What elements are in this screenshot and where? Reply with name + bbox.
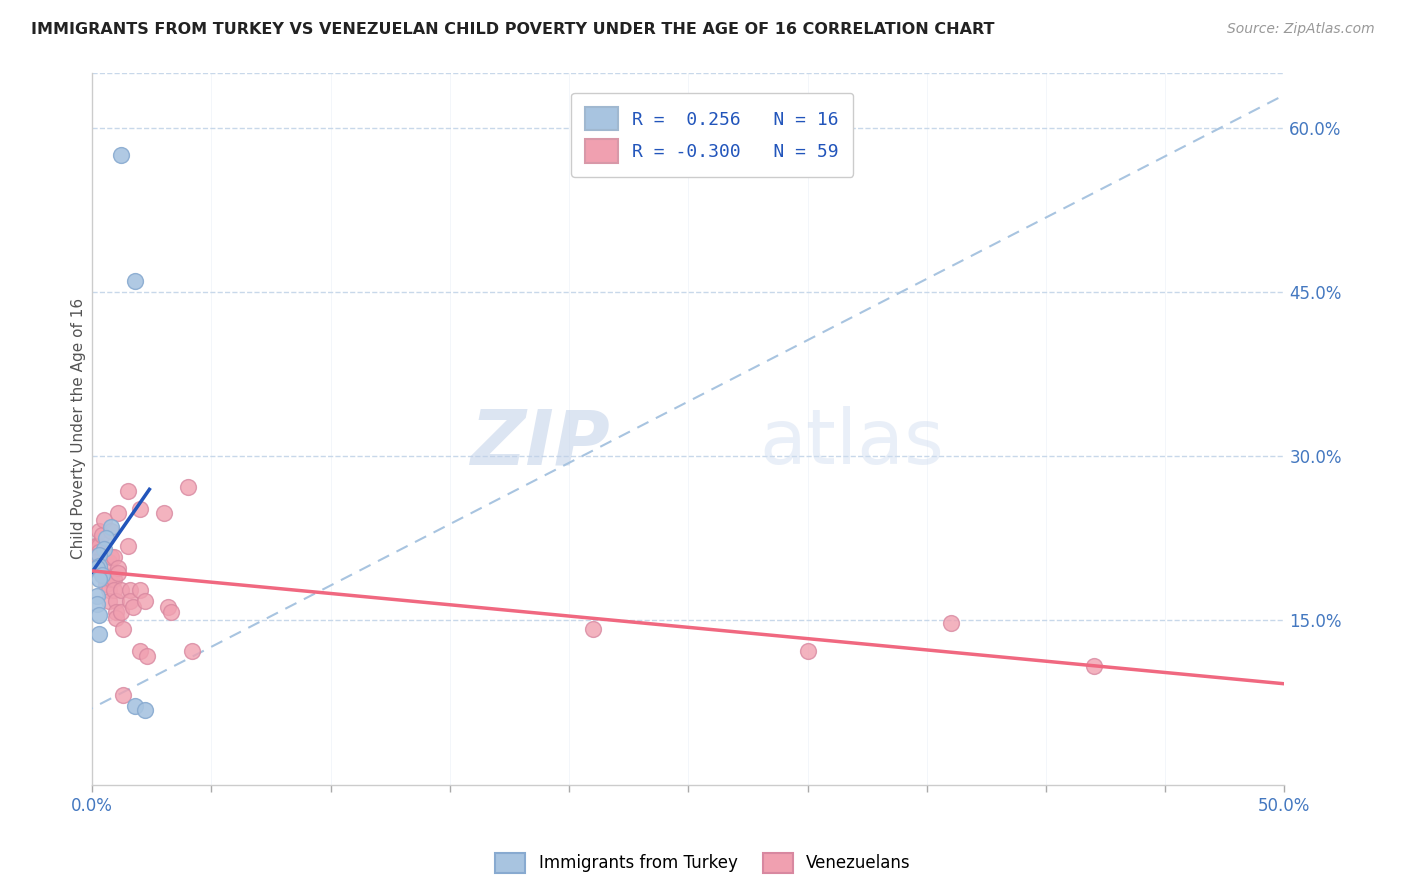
Point bbox=[89, 524, 111, 538]
Point bbox=[89, 572, 111, 586]
Point bbox=[107, 506, 129, 520]
Point bbox=[128, 582, 150, 597]
Point bbox=[86, 544, 108, 558]
Point bbox=[160, 605, 183, 619]
Point bbox=[120, 582, 142, 597]
Point bbox=[134, 594, 156, 608]
Point bbox=[117, 484, 139, 499]
Point bbox=[152, 506, 174, 520]
Point bbox=[96, 532, 118, 546]
Point bbox=[93, 513, 115, 527]
Point bbox=[90, 528, 112, 542]
Point bbox=[83, 544, 105, 558]
Point bbox=[100, 549, 122, 564]
Text: IMMIGRANTS FROM TURKEY VS VENEZUELAN CHILD POVERTY UNDER THE AGE OF 16 CORRELATI: IMMIGRANTS FROM TURKEY VS VENEZUELAN CHI… bbox=[31, 22, 994, 37]
Point bbox=[157, 600, 180, 615]
Point bbox=[103, 582, 125, 597]
Point bbox=[83, 556, 105, 570]
Point bbox=[103, 572, 125, 586]
Point bbox=[134, 703, 156, 717]
Point bbox=[112, 688, 135, 702]
Point bbox=[121, 600, 143, 615]
Point bbox=[124, 274, 146, 288]
Point bbox=[96, 577, 118, 591]
Point bbox=[120, 594, 142, 608]
Legend: Immigrants from Turkey, Venezuelans: Immigrants from Turkey, Venezuelans bbox=[489, 847, 917, 880]
Point bbox=[110, 148, 132, 162]
Point bbox=[176, 480, 198, 494]
Point bbox=[796, 644, 818, 658]
Point bbox=[86, 597, 108, 611]
Point bbox=[97, 594, 120, 608]
Point bbox=[97, 572, 120, 586]
Point bbox=[100, 572, 122, 586]
Point bbox=[128, 501, 150, 516]
Point bbox=[1083, 659, 1105, 673]
Point bbox=[93, 567, 115, 582]
Point bbox=[83, 544, 105, 558]
Point bbox=[89, 607, 111, 622]
Point bbox=[110, 605, 132, 619]
Point bbox=[128, 644, 150, 658]
Point bbox=[124, 698, 146, 713]
Point bbox=[86, 561, 108, 575]
Point bbox=[89, 548, 111, 562]
Point bbox=[117, 539, 139, 553]
Point bbox=[582, 622, 605, 636]
Text: atlas: atlas bbox=[759, 406, 945, 480]
Point bbox=[86, 561, 108, 575]
Point bbox=[86, 549, 108, 564]
Point bbox=[97, 582, 120, 597]
Point bbox=[181, 644, 204, 658]
Legend: R =  0.256   N = 16, R = -0.300   N = 59: R = 0.256 N = 16, R = -0.300 N = 59 bbox=[571, 93, 853, 177]
Point bbox=[89, 539, 111, 553]
Point bbox=[83, 549, 105, 564]
Point bbox=[89, 626, 111, 640]
Point bbox=[89, 558, 111, 573]
Y-axis label: Child Poverty Under the Age of 16: Child Poverty Under the Age of 16 bbox=[72, 298, 87, 559]
Point bbox=[939, 615, 962, 630]
Point bbox=[105, 605, 128, 619]
Text: ZIP: ZIP bbox=[471, 406, 610, 480]
Point bbox=[103, 549, 125, 564]
Point bbox=[86, 539, 108, 553]
Point bbox=[90, 567, 112, 582]
Point bbox=[83, 549, 105, 564]
Point bbox=[105, 611, 128, 625]
Point bbox=[89, 544, 111, 558]
Point bbox=[96, 572, 118, 586]
Point bbox=[97, 556, 120, 570]
Point bbox=[86, 549, 108, 564]
Point bbox=[83, 561, 105, 575]
Point bbox=[86, 590, 108, 604]
Point bbox=[105, 594, 128, 608]
Point bbox=[100, 524, 122, 538]
Point bbox=[100, 520, 122, 534]
Point bbox=[93, 542, 115, 557]
Point bbox=[107, 561, 129, 575]
Text: Source: ZipAtlas.com: Source: ZipAtlas.com bbox=[1227, 22, 1375, 37]
Point bbox=[136, 648, 159, 663]
Point bbox=[83, 539, 105, 553]
Point bbox=[112, 622, 135, 636]
Point bbox=[110, 582, 132, 597]
Point bbox=[107, 566, 129, 581]
